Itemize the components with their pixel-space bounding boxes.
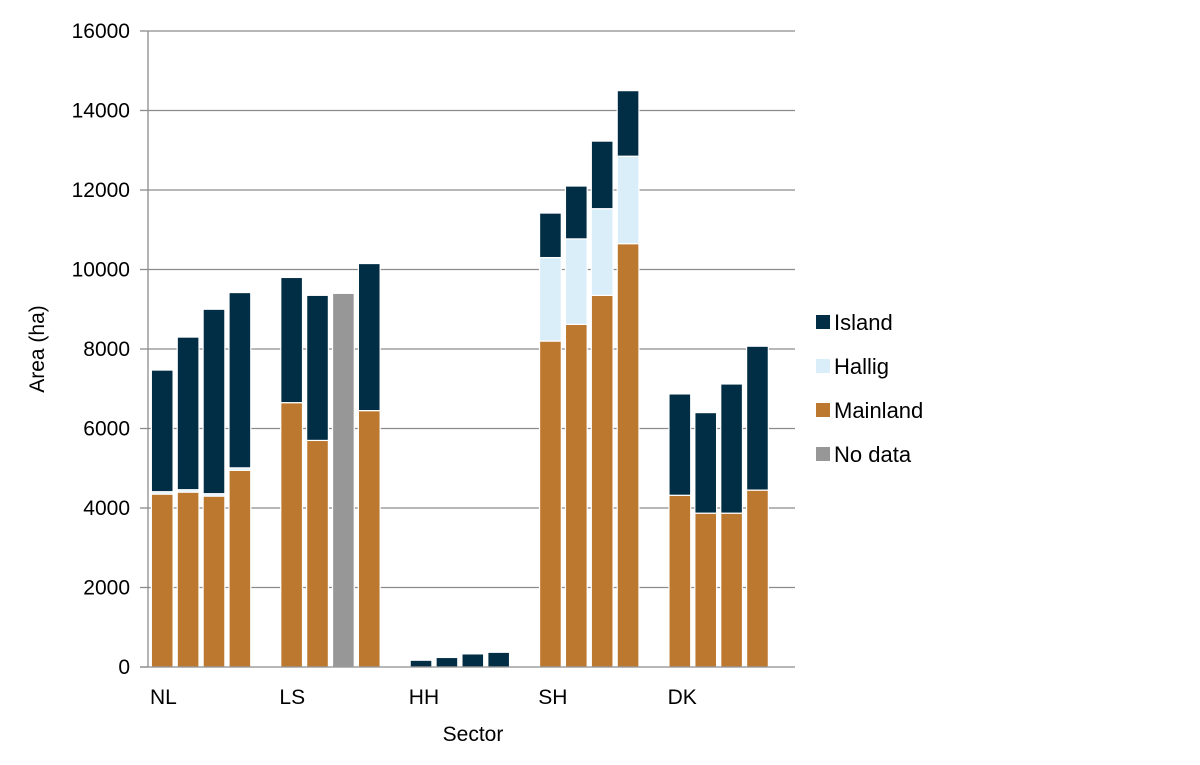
bar-segment-mainland xyxy=(564,323,588,668)
x-tick-label: HH xyxy=(409,686,439,709)
bar-segment-island xyxy=(487,651,511,668)
bar-segment-hallig xyxy=(590,208,614,296)
bar-segment-mainland xyxy=(176,491,200,668)
bar-segment-mainland xyxy=(228,469,252,668)
bar-segment-island xyxy=(746,345,769,491)
bar-segment-island xyxy=(280,276,304,404)
bar-segment-mainland xyxy=(616,243,640,668)
bar-segment-mainland xyxy=(306,439,329,668)
y-tick-labels: 0 2000 4000 6000 8000 10000 12000 14000 16000 xyxy=(72,20,130,679)
bar-segment-island xyxy=(202,308,226,495)
bar-segment-mainland xyxy=(280,402,304,668)
bar-segment-island xyxy=(228,291,252,469)
legend-label: Hallig xyxy=(834,354,889,379)
bar-segment-island xyxy=(590,140,614,210)
legend: Island Hallig Mainland No data xyxy=(816,310,923,467)
bar-segment-island xyxy=(357,262,381,412)
bars xyxy=(150,90,769,668)
bar-segment-island xyxy=(150,369,174,493)
y-tick-label: 14000 xyxy=(72,100,130,123)
legend-swatch xyxy=(816,359,830,373)
bar-segment-island xyxy=(720,383,744,514)
bar-segment-island xyxy=(176,336,200,491)
bar-segment-mainland xyxy=(720,512,744,668)
y-tick-label: 4000 xyxy=(83,497,130,520)
x-tick-label: DK xyxy=(668,686,697,709)
bar-segment-island xyxy=(306,294,329,442)
x-tick-labels: NL LS HH SH DK xyxy=(150,686,697,709)
x-axis-title: Sector xyxy=(443,723,504,746)
bar-segment-mainland xyxy=(590,294,614,668)
bar-segment-island xyxy=(668,393,692,496)
bar-segment-island xyxy=(564,185,588,240)
y-tick-label: 6000 xyxy=(83,418,130,441)
legend-label: Island xyxy=(834,310,893,335)
x-tick-label: NL xyxy=(150,686,177,709)
legend-swatch xyxy=(816,315,830,329)
bar-segment-mainland xyxy=(668,494,692,668)
y-tick-label: 12000 xyxy=(72,179,130,202)
bar-segment-hallig xyxy=(616,155,640,245)
bar-segment-mainland xyxy=(202,495,226,668)
bar-segment-mainland xyxy=(357,410,381,668)
y-axis-title: Area (ha) xyxy=(26,305,49,393)
bar-segment-hallig xyxy=(538,256,562,342)
legend-swatch xyxy=(816,447,830,461)
bar-segment-mainland xyxy=(150,493,174,668)
bar-segment-mainland xyxy=(746,489,769,668)
axes xyxy=(140,30,795,668)
bar-segment-no-data xyxy=(331,292,355,668)
y-tick-label: 0 xyxy=(118,656,130,679)
x-tick-label: LS xyxy=(279,686,305,709)
bar-segment-hallig xyxy=(564,238,588,325)
y-tick-label: 16000 xyxy=(72,20,130,43)
bar-segment-mainland xyxy=(538,340,562,668)
legend-label: No data xyxy=(834,442,912,467)
gridlines xyxy=(148,30,795,589)
y-tick-label: 10000 xyxy=(72,259,130,282)
bar-segment-island xyxy=(409,659,433,668)
bar-segment-mainland xyxy=(694,512,718,668)
legend-swatch xyxy=(816,403,830,417)
bar-segment-island xyxy=(616,90,640,157)
bar-segment-island xyxy=(538,212,562,259)
y-tick-label: 8000 xyxy=(83,338,130,361)
y-tick-label: 2000 xyxy=(83,577,130,600)
legend-label: Mainland xyxy=(834,398,923,423)
bar-segment-island xyxy=(694,412,718,514)
x-tick-label: SH xyxy=(538,686,567,709)
bar-segment-island xyxy=(461,653,485,668)
bar-segment-island xyxy=(435,656,459,668)
